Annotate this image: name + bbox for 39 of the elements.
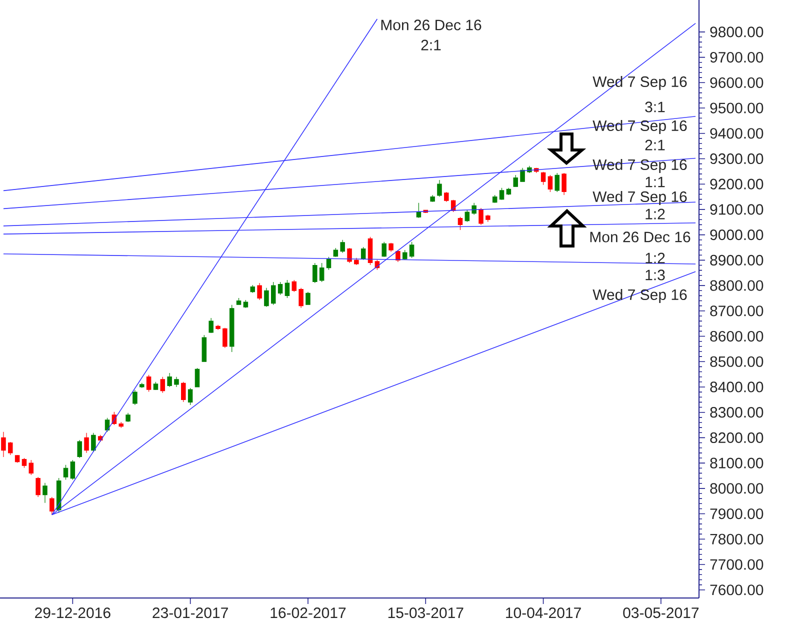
y-tick-label: 8400.00 bbox=[710, 382, 764, 392]
y-tick-label: 9700.00 bbox=[710, 52, 764, 63]
y-tick-label: 7900.00 bbox=[710, 508, 764, 520]
y-tick-label: 9500.00 bbox=[710, 102, 764, 114]
x-tick-label: 29-12-2016 bbox=[35, 608, 110, 618]
annotation: Mon 26 Dec 16 bbox=[381, 20, 482, 30]
annotation: 1:3 bbox=[646, 270, 665, 280]
y-tick-label: 8600.00 bbox=[710, 330, 764, 342]
y-tick-label: 8500.00 bbox=[710, 356, 764, 367]
annotation: 1:1 bbox=[646, 176, 665, 188]
y-tick-label: 9200.00 bbox=[710, 178, 764, 190]
y-tick-label: 8700.00 bbox=[710, 306, 764, 316]
annotation: 1:2 bbox=[646, 252, 665, 264]
annotation: 2:1 bbox=[645, 140, 665, 150]
y-tick-label: 7700.00 bbox=[710, 559, 764, 570]
annotation: Mon 26 Dec 16 bbox=[590, 232, 690, 242]
y-tick-label: 9100.00 bbox=[710, 204, 764, 215]
y-tick-label: 7600.00 bbox=[710, 584, 764, 596]
annotation: Wed 7 Sep 16 bbox=[592, 190, 687, 205]
x-tick-label: 10-04-2017 bbox=[506, 608, 581, 618]
x-tick-label: 15-03-2017 bbox=[388, 608, 464, 618]
y-tick-label: 8200.00 bbox=[710, 432, 764, 444]
y-tick-label: 8000.00 bbox=[710, 483, 764, 494]
y-tick-label: 9600.00 bbox=[710, 77, 764, 88]
y-tick-label: 9300.00 bbox=[710, 153, 764, 164]
y-tick-label: 8800.00 bbox=[710, 280, 764, 291]
annotation: 3:1 bbox=[645, 102, 665, 112]
y-tick-label: 7800.00 bbox=[710, 534, 764, 544]
y-tick-label: 8900.00 bbox=[710, 254, 764, 266]
y-tick-label: 9800.00 bbox=[710, 26, 764, 38]
y-tick-label: 8300.00 bbox=[710, 407, 764, 418]
x-tick-label: 16-02-2017 bbox=[270, 608, 346, 618]
y-tick-label: 9000.00 bbox=[710, 230, 764, 240]
annotation: 2:1 bbox=[421, 40, 441, 50]
x-tick-label: 23-01-2017 bbox=[152, 608, 228, 618]
y-tick-label: 8100.00 bbox=[710, 458, 764, 468]
y-tick-label: 9400.00 bbox=[710, 128, 764, 139]
x-tick-label: 03-05-2017 bbox=[623, 608, 699, 618]
annotation: 1:2 bbox=[646, 208, 665, 220]
